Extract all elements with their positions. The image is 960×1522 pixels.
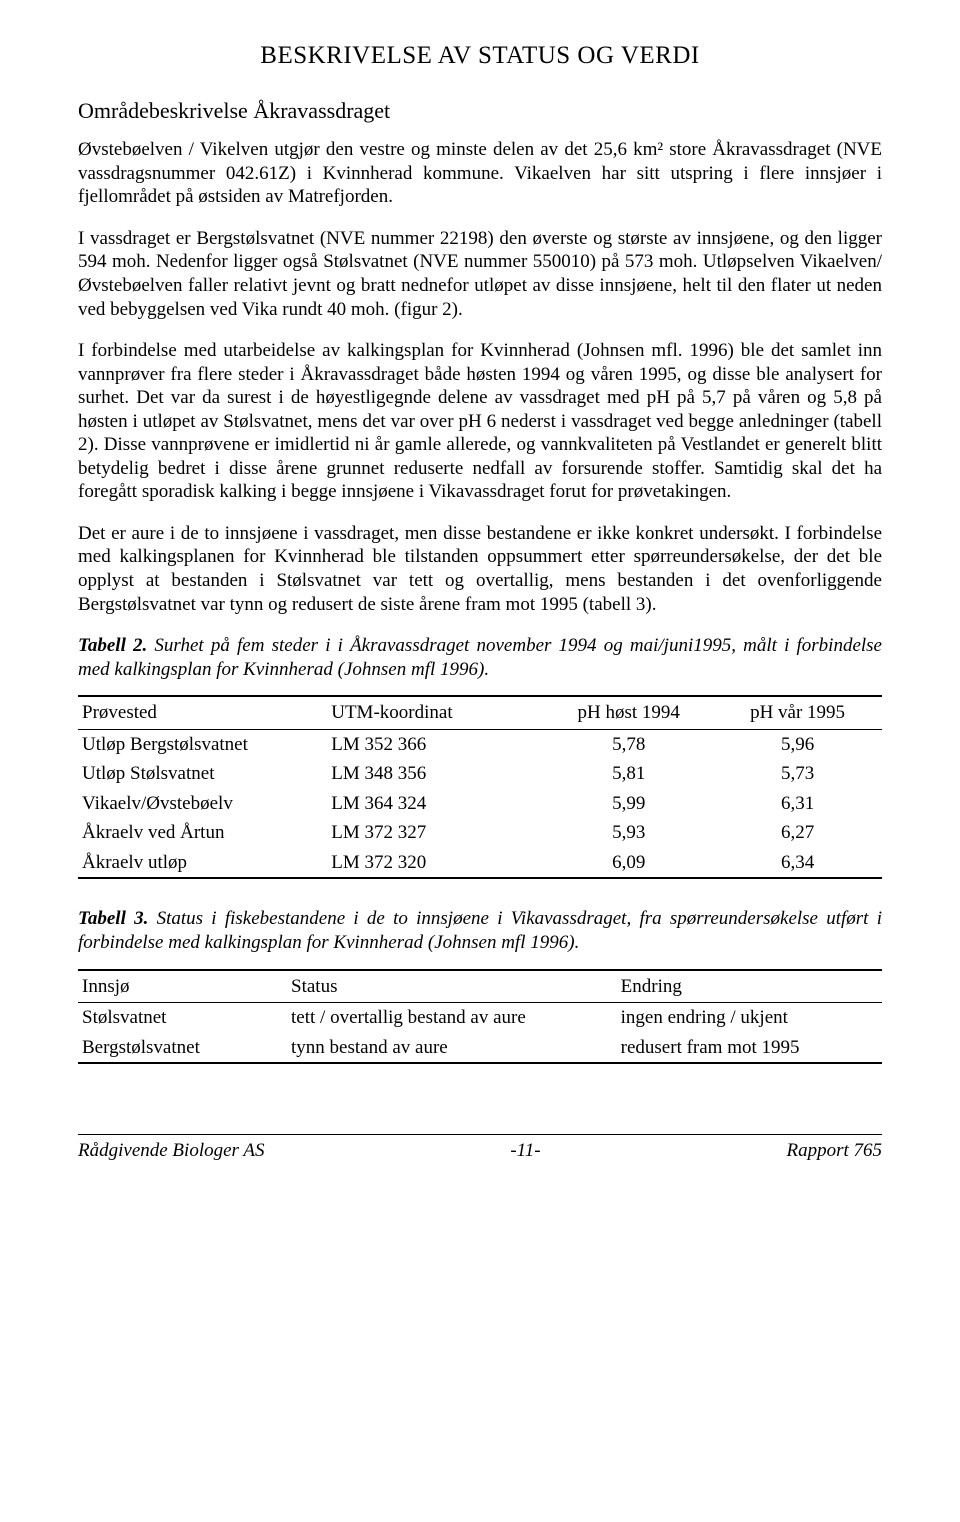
paragraph-2: I vassdraget er Bergstølsvatnet (NVE num… (78, 227, 882, 321)
table2-cell: 6,27 (713, 818, 882, 848)
table-3: InnsjøStatusEndring Stølsvatnettett / ov… (78, 969, 882, 1065)
table2-caption: Tabell 2. Surhet på fem steder i i Åkrav… (78, 634, 882, 681)
table2-caption-lead: Tabell 2. (78, 635, 147, 656)
table3-caption-lead: Tabell 3. (78, 908, 148, 929)
table3-header-row: InnsjøStatusEndring (78, 970, 882, 1003)
table2-cell: LM 364 324 (327, 789, 544, 819)
table2-col-1: UTM-koordinat (327, 696, 544, 729)
paragraph-1: Øvstebøelven / Vikelven utgjør den vestr… (78, 138, 882, 209)
table-2: PrøvestedUTM-koordinatpH høst 1994pH vår… (78, 695, 882, 879)
table2-cell: LM 372 320 (327, 848, 544, 879)
table2-cell: 6,31 (713, 789, 882, 819)
table2-cell: 5,96 (713, 729, 882, 759)
table2-cell: 5,73 (713, 759, 882, 789)
table-row: Stølsvatnettett / overtallig bestand av … (78, 1003, 882, 1033)
table2-cell: LM 352 366 (327, 729, 544, 759)
table3-cell: ingen endring / ukjent (617, 1003, 882, 1033)
table2-cell: 5,78 (544, 729, 713, 759)
table2-cell: LM 372 327 (327, 818, 544, 848)
table2-cell: 5,99 (544, 789, 713, 819)
page-title: BESKRIVELSE AV STATUS OG VERDI (78, 40, 882, 71)
paragraph-4: Det er aure i de to innsjøene i vassdrag… (78, 522, 882, 616)
table2-cell: 5,93 (544, 818, 713, 848)
table2-cell: Åkraelv ved Årtun (78, 818, 327, 848)
table-row: Utløp StølsvatnetLM 348 3565,815,73 (78, 759, 882, 789)
table2-col-0: Prøvested (78, 696, 327, 729)
footer-center: -11- (510, 1139, 540, 1163)
table3-cell: tynn bestand av aure (287, 1033, 617, 1064)
table3-col-2: Endring (617, 970, 882, 1003)
table3-col-1: Status (287, 970, 617, 1003)
table2-cell: Utløp Bergstølsvatnet (78, 729, 327, 759)
table-row: Åkraelv ved ÅrtunLM 372 3275,936,27 (78, 818, 882, 848)
table3-cell: Bergstølsvatnet (78, 1033, 287, 1064)
table3-cell: redusert fram mot 1995 (617, 1033, 882, 1064)
table3-col-0: Innsjø (78, 970, 287, 1003)
table2-col-2: pH høst 1994 (544, 696, 713, 729)
table2-cell: LM 348 356 (327, 759, 544, 789)
paragraph-3: I forbindelse med utarbeidelse av kalkin… (78, 339, 882, 504)
table2-cell: 5,81 (544, 759, 713, 789)
table2-header-row: PrøvestedUTM-koordinatpH høst 1994pH vår… (78, 696, 882, 729)
table2-caption-rest: Surhet på fem steder i i Åkravassdraget … (78, 635, 882, 680)
table2-cell: Utløp Stølsvatnet (78, 759, 327, 789)
table2-cell: Vikaelv/Øvstebøelv (78, 789, 327, 819)
table2-cell: 6,09 (544, 848, 713, 879)
section-heading: Områdebeskrivelse Åkravassdraget (78, 97, 882, 124)
table3-caption-rest: Status i fiskebestandene i de to innsjøe… (78, 908, 882, 953)
table2-cell: 6,34 (713, 848, 882, 879)
table3-caption: Tabell 3. Status i fiskebestandene i de … (78, 907, 882, 954)
page-footer: Rådgivende Biologer AS -11- Rapport 765 (78, 1134, 882, 1163)
table2-col-3: pH vår 1995 (713, 696, 882, 729)
table-row: Bergstølsvatnettynn bestand av aureredus… (78, 1033, 882, 1064)
table3-cell: tett / overtallig bestand av aure (287, 1003, 617, 1033)
table-row: Utløp BergstølsvatnetLM 352 3665,785,96 (78, 729, 882, 759)
table3-cell: Stølsvatnet (78, 1003, 287, 1033)
footer-left: Rådgivende Biologer AS (78, 1139, 264, 1163)
table-row: Vikaelv/ØvstebøelvLM 364 3245,996,31 (78, 789, 882, 819)
table-row: Åkraelv utløpLM 372 3206,096,34 (78, 848, 882, 879)
table2-cell: Åkraelv utløp (78, 848, 327, 879)
footer-right: Rapport 765 (786, 1139, 882, 1163)
